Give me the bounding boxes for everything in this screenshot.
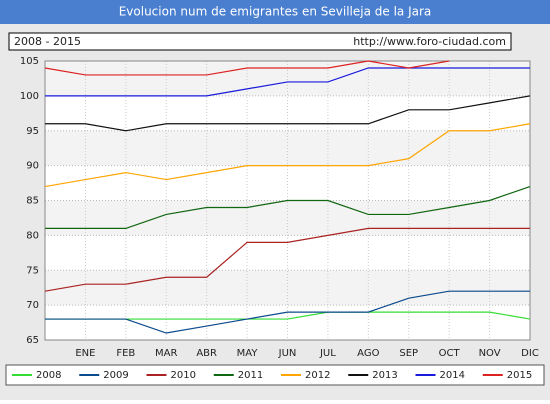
info-box — [8, 32, 512, 51]
legend-label: 2013 — [372, 370, 397, 381]
x-tick-label: MAR — [155, 348, 177, 359]
legend-label: 2015 — [507, 370, 532, 381]
x-tick-label: OCT — [439, 348, 461, 359]
chart-title: Evolucion num de emigrantes en Sevilleja… — [119, 5, 432, 19]
legend-label: 2011 — [238, 370, 263, 381]
series-line — [45, 290, 530, 334]
x-tick-label: SEP — [399, 348, 418, 359]
y-tick-label: 85 — [26, 196, 39, 207]
y-tick-label: 90 — [26, 161, 39, 172]
x-tick-label: JUN — [278, 348, 297, 359]
y-tick-label: 65 — [26, 335, 39, 346]
x-tick-label: AGO — [357, 348, 379, 359]
x-tick-label: JUL — [319, 348, 336, 359]
series-line — [44, 227, 530, 292]
y-tick-label: 95 — [26, 126, 39, 137]
x-tick-label: MAY — [237, 348, 259, 359]
y-tick-label: 105 — [20, 56, 39, 67]
x-tick-label: ENE — [75, 348, 95, 359]
y-tick-label: 80 — [26, 230, 39, 241]
source: http://www.foro-ciudad.com — [353, 35, 506, 48]
series-line — [45, 67, 530, 97]
grid-band — [45, 270, 530, 306]
legend-label: 2010 — [171, 370, 196, 381]
x-tick-label: FEB — [116, 348, 135, 359]
series-line — [44, 60, 450, 76]
x-tick-label: DIC — [521, 348, 539, 359]
y-tick-label: 100 — [20, 91, 39, 102]
plot-border — [44, 60, 531, 341]
legend-label: 2014 — [440, 370, 465, 381]
x-tick-label: NOV — [479, 348, 501, 359]
series-line — [45, 95, 531, 132]
y-tick-label: 75 — [26, 265, 39, 276]
title-bar — [0, 0, 550, 24]
x-tick-label: ABR — [196, 348, 217, 359]
legend-label: 2012 — [305, 370, 330, 381]
series-line — [44, 123, 531, 188]
subtitle: 2008 - 2015 — [14, 35, 81, 48]
legend-box — [5, 364, 545, 386]
series-line — [45, 185, 531, 229]
grid-band — [45, 61, 530, 96]
legend-label: 2009 — [103, 370, 128, 381]
legend-label: 2008 — [36, 370, 61, 381]
y-tick-label: 70 — [26, 300, 39, 311]
